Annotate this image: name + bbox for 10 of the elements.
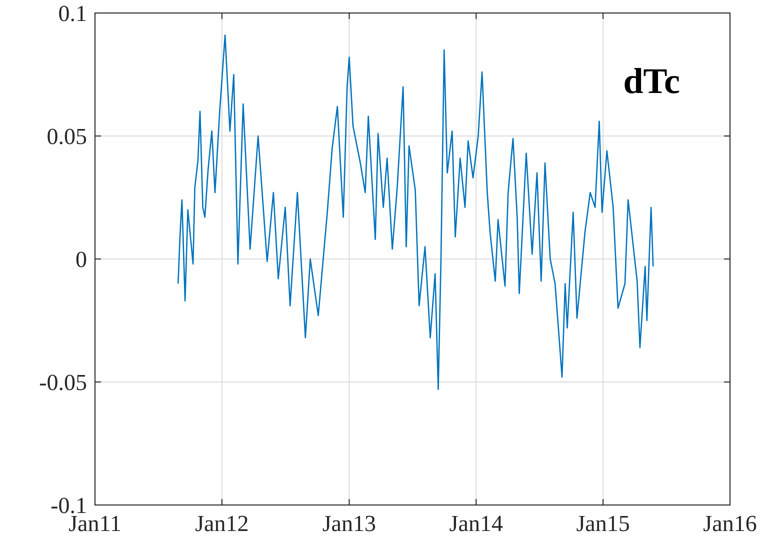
y-tick-label: -0.05	[39, 370, 87, 395]
x-tick-label: Jan12	[195, 511, 249, 536]
y-tick-label: 0.05	[46, 124, 87, 149]
y-tick-label: 0	[76, 247, 87, 272]
x-tick-label: Jan15	[576, 511, 630, 536]
x-tick-label: Jan16	[703, 511, 757, 536]
x-tick-label: Jan13	[322, 511, 376, 536]
annotation: dTc	[623, 61, 680, 101]
y-tick-label: 0.1	[58, 1, 87, 26]
x-tick-label: Jan14	[449, 511, 504, 536]
